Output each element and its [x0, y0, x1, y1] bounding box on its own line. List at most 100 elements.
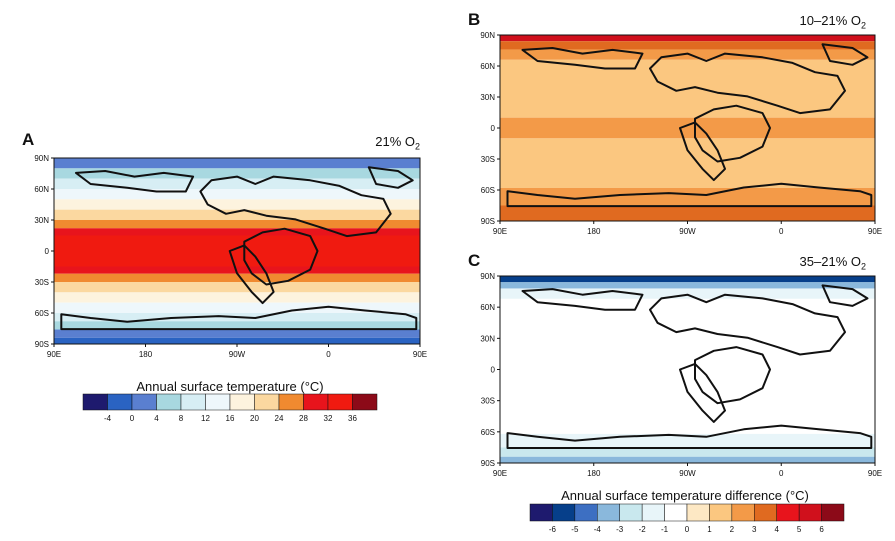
temperature-band — [54, 273, 420, 282]
temperature-band — [54, 302, 420, 313]
panel-b-title: 10–21% O2 — [799, 13, 866, 31]
colorbar-tick-label: 20 — [250, 414, 259, 423]
temperature-band — [500, 205, 875, 221]
panel-b-letter: B — [468, 10, 481, 29]
temperature-band — [500, 433, 875, 448]
colorbar-swatch — [229, 393, 255, 411]
temperature-band — [54, 158, 420, 169]
colorbar-tick-label: 36 — [348, 414, 357, 423]
colorbar-tick-label: -3 — [616, 525, 624, 534]
continent-outline — [679, 362, 726, 423]
y-tick-label: 60N — [480, 62, 495, 71]
continent-outline — [821, 284, 869, 307]
y-tick-label: 30S — [481, 397, 495, 406]
colorbar-tick-label: -1 — [661, 525, 669, 534]
colorbar-tick-label: 6 — [819, 525, 824, 534]
y-tick-label: 0 — [491, 366, 496, 375]
temperature-band — [500, 282, 875, 289]
continent-outline — [521, 288, 644, 311]
y-tick-label: 90S — [35, 340, 49, 349]
colorbar-tick-label: 5 — [797, 525, 802, 534]
x-tick-label: 0 — [326, 350, 331, 359]
panel-a-colorbar-label: Annual surface temperature (°C) — [136, 379, 324, 394]
temperature-band — [54, 292, 420, 303]
y-tick-label: 30S — [35, 278, 49, 287]
continent-outline — [243, 227, 319, 286]
colorbar-swatch — [664, 503, 688, 522]
panel-c-colorbar-label: Annual surface temperature difference (°… — [561, 488, 809, 503]
colorbar: -4 0 4 8 12 16 20 24 28 32 36 — [82, 393, 378, 423]
colorbar-tick-label: 12 — [201, 414, 210, 423]
colorbar-swatch — [798, 503, 822, 522]
continent-outline — [694, 346, 771, 405]
temperature-band — [54, 235, 420, 267]
x-tick-label: 180 — [587, 469, 601, 478]
continent-outline — [75, 170, 195, 193]
y-tick-label: 90N — [480, 31, 495, 40]
y-tick-label: 60N — [480, 303, 495, 312]
temperature-band — [500, 447, 875, 457]
temperature-band — [54, 199, 420, 210]
panel-a-title: 21% O2 — [375, 134, 420, 152]
temperature-band — [500, 138, 875, 188]
y-tick-label: 90S — [481, 459, 495, 468]
x-tick-label: 90E — [47, 350, 61, 359]
colorbar-tick-label: 24 — [275, 414, 284, 423]
continent-outline — [506, 424, 873, 449]
temperature-band — [500, 117, 875, 139]
x-tick-label: 90W — [679, 227, 696, 236]
y-tick-label: 90N — [34, 154, 49, 163]
colorbar-tick-label: -6 — [549, 525, 557, 534]
colorbar-tick-label: 0 — [130, 414, 135, 423]
y-tick-label: 30N — [480, 334, 495, 343]
colorbar-swatch — [352, 393, 378, 411]
continent-outline — [649, 293, 846, 356]
x-tick-label: 90E — [868, 469, 882, 478]
colorbar-tick-label: -2 — [639, 525, 647, 534]
colorbar-tick-label: 3 — [752, 525, 757, 534]
colorbar-tick-label: -4 — [104, 414, 112, 423]
temperature-band — [54, 209, 420, 220]
colorbar-swatch — [156, 393, 182, 411]
temperature-band — [500, 276, 875, 283]
x-tick-label: 0 — [779, 227, 784, 236]
continent-outline — [199, 175, 392, 238]
temperature-band — [54, 228, 420, 236]
colorbar-tick-label: 2 — [730, 525, 735, 534]
temperature-band — [500, 187, 875, 206]
panel-a-letter: A — [22, 130, 35, 149]
colorbar-swatch — [686, 503, 710, 522]
colorbar-swatch — [303, 393, 329, 411]
colorbar-swatch — [180, 393, 206, 411]
x-tick-label: 90E — [413, 350, 427, 359]
temperature-band — [54, 282, 420, 293]
continent-outline — [228, 244, 275, 305]
x-tick-label: 180 — [587, 227, 601, 236]
temperature-band — [500, 35, 875, 42]
colorbar: -6 -5 -4 -3 -2 -1 0 1 2 3 4 5 6 — [529, 503, 845, 534]
colorbar-tick-label: 4 — [774, 525, 779, 534]
colorbar-swatch — [597, 503, 620, 522]
temperature-band — [500, 288, 875, 299]
colorbar-tick-label: 1 — [707, 525, 712, 534]
y-tick-label: 30N — [480, 93, 495, 102]
colorbar-swatch — [327, 393, 353, 411]
x-tick-label: 90W — [229, 350, 246, 359]
colorbar-tick-label: -4 — [594, 525, 602, 534]
continent-outline — [521, 47, 644, 70]
colorbar-swatch — [131, 393, 157, 411]
colorbar-tick-label: 4 — [154, 414, 159, 423]
x-tick-label: 90E — [868, 227, 882, 236]
continent-outline — [679, 121, 726, 182]
temperature-band — [54, 168, 420, 179]
y-tick-label: 60S — [481, 428, 495, 437]
x-tick-label: 90E — [493, 227, 507, 236]
colorbar-swatch — [205, 393, 231, 411]
y-tick-label: 30S — [481, 155, 495, 164]
